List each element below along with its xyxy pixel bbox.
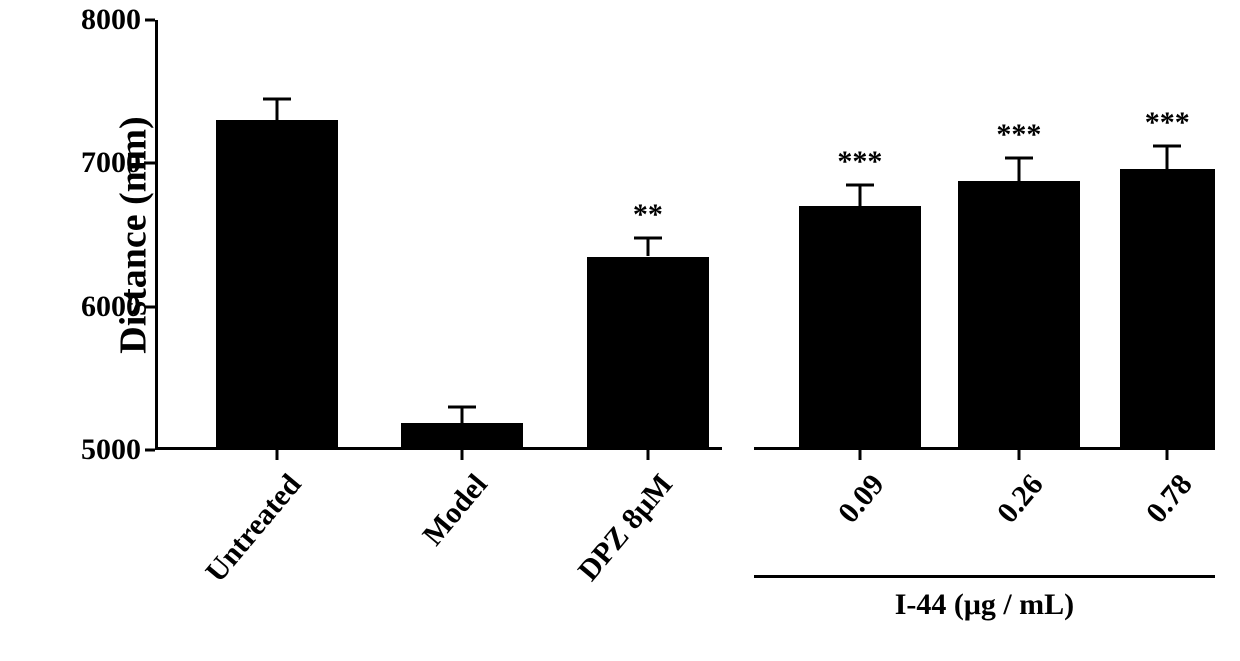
x-tick-mark — [1166, 450, 1169, 460]
chart-plot-area: 5000600070008000Distance (mm)***********… — [155, 20, 1215, 450]
significance-label: ** — [633, 198, 663, 232]
error-bar-cap — [448, 406, 476, 409]
error-bar-cap — [1153, 145, 1181, 148]
bar — [401, 423, 523, 450]
error-bar-cap — [1005, 156, 1033, 159]
x-tick-mark — [646, 450, 649, 460]
y-tick-mark — [145, 19, 155, 22]
group-label: I-44 (μg / mL) — [895, 588, 1075, 622]
x-category-label: Untreated — [200, 468, 309, 589]
error-bar-stem — [461, 407, 464, 423]
bar — [958, 181, 1080, 450]
x-tick-mark — [275, 450, 278, 460]
x-category-label: 0.78 — [1140, 468, 1200, 530]
bar — [216, 120, 338, 450]
y-tick-label: 8000 — [81, 3, 141, 37]
error-bar-cap — [263, 97, 291, 100]
significance-label: *** — [1145, 106, 1190, 140]
y-tick-label: 5000 — [81, 433, 141, 467]
error-bar-stem — [646, 238, 649, 257]
error-bar-cap — [634, 236, 662, 239]
x-tick-mark — [461, 450, 464, 460]
significance-label: *** — [837, 145, 882, 179]
bar — [587, 257, 709, 451]
x-category-label: DPZ 8μM — [572, 468, 680, 588]
bar — [799, 206, 921, 450]
error-bar-stem — [858, 185, 861, 207]
error-bar-cap — [846, 183, 874, 186]
error-bar-stem — [1017, 158, 1020, 181]
significance-label: *** — [996, 118, 1041, 152]
error-bar-stem — [275, 99, 278, 121]
y-tick-mark — [145, 449, 155, 452]
error-bar-stem — [1166, 146, 1169, 169]
x-category-label: Model — [416, 468, 495, 552]
group-underline — [754, 575, 1215, 578]
x-tick-mark — [858, 450, 861, 460]
x-tick-mark — [1017, 450, 1020, 460]
x-category-label: 0.09 — [832, 468, 892, 530]
bar — [1120, 169, 1215, 450]
y-axis-title: Distance (mm) — [112, 116, 156, 353]
x-category-label: 0.26 — [991, 468, 1051, 530]
